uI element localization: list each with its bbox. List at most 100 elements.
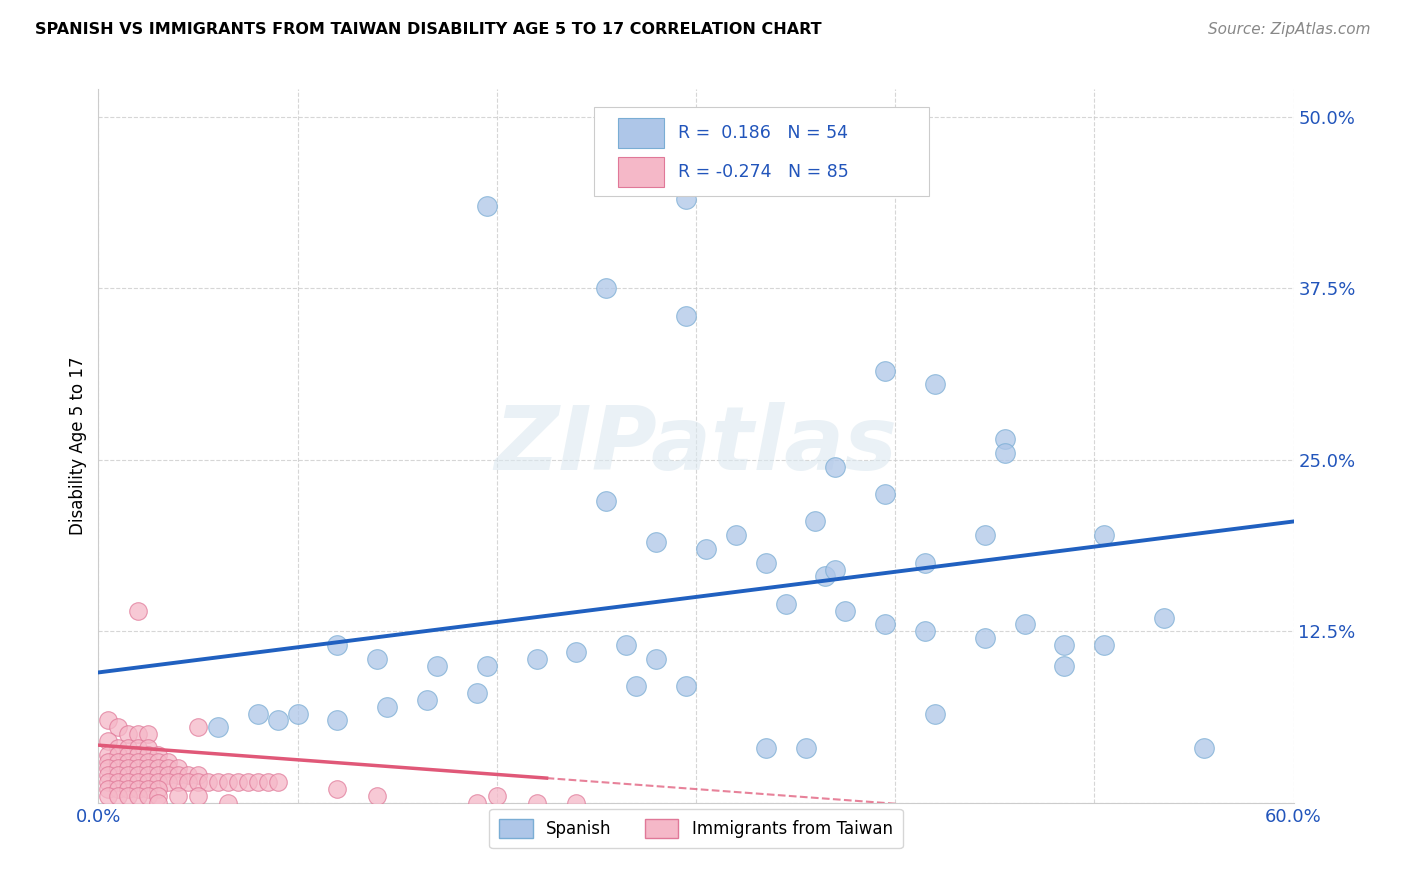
Point [236, 775, 259, 789]
Point [755, 740, 778, 755]
Point [416, 693, 439, 707]
Point [107, 720, 129, 734]
Point [326, 782, 349, 797]
Point [97, 714, 120, 728]
Point [326, 714, 349, 728]
Point [177, 768, 200, 782]
Point [824, 562, 846, 576]
Point [148, 789, 170, 803]
Point [117, 789, 139, 803]
Point [107, 755, 129, 769]
Point [973, 528, 995, 542]
Point [675, 192, 697, 206]
Point [97, 747, 120, 762]
Text: R =  0.186   N = 54: R = 0.186 N = 54 [678, 124, 848, 142]
Point [187, 775, 209, 789]
Point [814, 569, 837, 583]
Point [924, 377, 946, 392]
FancyBboxPatch shape [595, 107, 929, 196]
Point [97, 782, 120, 797]
Point [107, 775, 129, 789]
Point [875, 617, 897, 632]
Point [117, 755, 139, 769]
Point [645, 535, 668, 549]
Text: R = -0.274   N = 85: R = -0.274 N = 85 [678, 163, 849, 181]
Point [695, 541, 717, 556]
Point [117, 740, 139, 755]
Point [1053, 638, 1076, 652]
Point [136, 762, 159, 776]
Point [148, 796, 170, 810]
Point [924, 706, 946, 721]
Point [167, 775, 190, 789]
FancyBboxPatch shape [619, 157, 664, 187]
Point [366, 651, 388, 665]
Point [107, 789, 129, 803]
Point [157, 768, 180, 782]
Point [595, 281, 617, 295]
Legend: Spanish, Immigrants from Taiwan: Spanish, Immigrants from Taiwan [489, 809, 903, 848]
Point [614, 638, 637, 652]
Point [97, 734, 120, 748]
Point [107, 768, 129, 782]
Point [148, 782, 170, 797]
Point [117, 747, 139, 762]
Point [127, 775, 149, 789]
Point [117, 762, 139, 776]
Point [1192, 740, 1215, 755]
Point [187, 789, 209, 803]
Point [565, 645, 588, 659]
Point [127, 755, 149, 769]
Point [485, 789, 508, 803]
Point [127, 762, 149, 776]
Point [1092, 528, 1115, 542]
Point [97, 775, 120, 789]
Point [107, 740, 129, 755]
Point [246, 706, 269, 721]
Point [167, 789, 190, 803]
Point [107, 782, 129, 797]
Point [157, 762, 180, 776]
Point [475, 658, 498, 673]
Point [117, 775, 139, 789]
Point [127, 789, 149, 803]
Point [267, 714, 290, 728]
Point [755, 556, 778, 570]
Point [117, 782, 139, 797]
Point [626, 679, 648, 693]
Point [794, 740, 817, 755]
Point [217, 775, 239, 789]
Point [675, 309, 697, 323]
Point [875, 487, 897, 501]
Point [127, 782, 149, 797]
Point [197, 775, 219, 789]
Point [526, 796, 548, 810]
Point [177, 775, 200, 789]
Point [127, 740, 149, 755]
Point [97, 768, 120, 782]
Point [136, 727, 159, 741]
Point [824, 459, 846, 474]
Point [724, 528, 747, 542]
Point [217, 796, 239, 810]
Point [207, 720, 229, 734]
Point [187, 720, 209, 734]
Point [167, 762, 190, 776]
Point [226, 775, 249, 789]
Text: Source: ZipAtlas.com: Source: ZipAtlas.com [1208, 22, 1371, 37]
Point [775, 597, 797, 611]
Point [127, 768, 149, 782]
Point [97, 755, 120, 769]
Point [914, 556, 936, 570]
Point [157, 755, 180, 769]
Point [157, 775, 180, 789]
Point [526, 651, 548, 665]
Point [375, 699, 398, 714]
Point [1153, 610, 1175, 624]
Point [1014, 617, 1036, 632]
Point [267, 775, 290, 789]
Point [366, 789, 388, 803]
Point [287, 706, 309, 721]
Point [117, 727, 139, 741]
Y-axis label: Disability Age 5 to 17: Disability Age 5 to 17 [69, 357, 87, 535]
